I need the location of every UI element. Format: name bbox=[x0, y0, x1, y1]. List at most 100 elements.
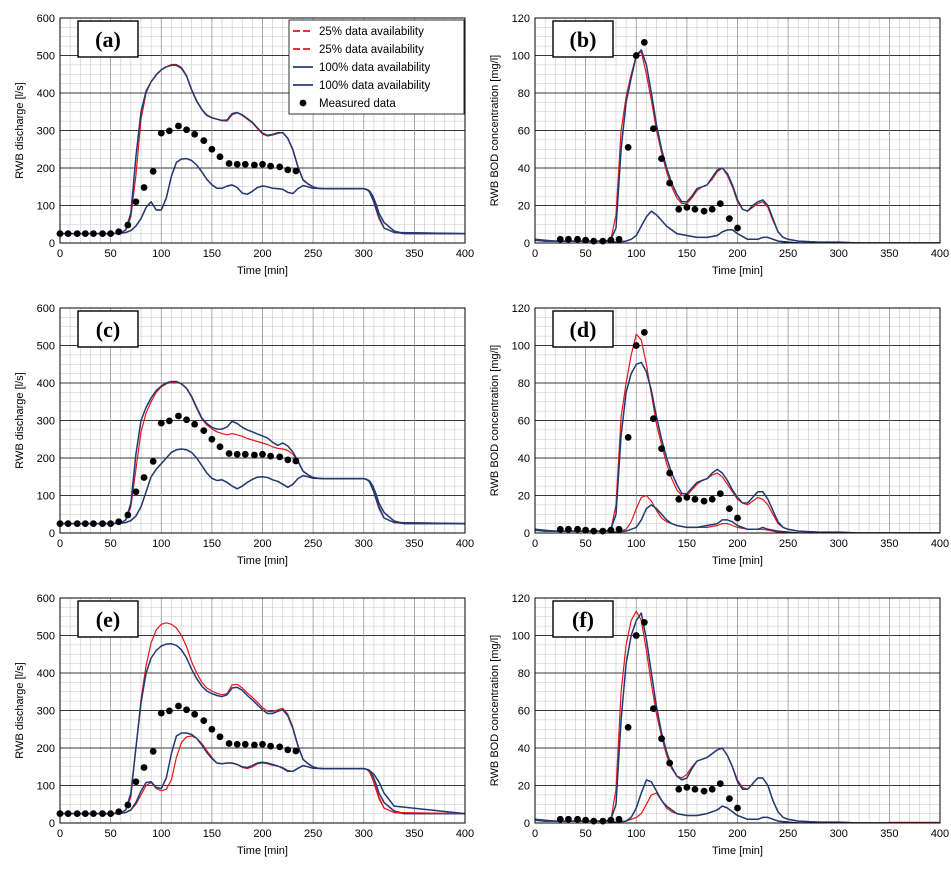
measured-data-point bbox=[640, 38, 648, 46]
x-axis-label: Time [min] bbox=[712, 845, 763, 857]
measured-data-point bbox=[582, 816, 590, 824]
panel-label-box bbox=[77, 600, 139, 638]
x-tick-label: 150 bbox=[678, 538, 696, 550]
legend-label: 25% data availability bbox=[319, 26, 424, 38]
x-tick-label: 300 bbox=[830, 828, 848, 840]
measured-data-point bbox=[99, 810, 106, 818]
y-axis-label: RWB discharge [l/s] bbox=[14, 372, 26, 468]
measured-data-point bbox=[556, 235, 564, 243]
measured-data-point bbox=[73, 230, 81, 238]
x-tick-label: 200 bbox=[253, 828, 271, 840]
measured-data-point bbox=[73, 810, 81, 818]
measured-data-point bbox=[284, 746, 292, 754]
measured-data-point bbox=[107, 230, 115, 238]
y-tick-label: 400 bbox=[37, 378, 55, 390]
x-tick-label: 200 bbox=[728, 248, 746, 260]
x-axis-label: Time [min] bbox=[237, 265, 288, 277]
y-tick-label: 40 bbox=[518, 453, 530, 465]
x-tick-label: 250 bbox=[779, 538, 797, 550]
x-tick-label: 400 bbox=[456, 248, 474, 260]
series-line-3 bbox=[60, 157, 465, 235]
y-tick-label: 300 bbox=[37, 416, 55, 428]
measured-data-point bbox=[267, 742, 274, 750]
y-tick-label: 100 bbox=[37, 491, 55, 503]
measured-data-point bbox=[259, 160, 266, 168]
measured-data-point bbox=[691, 785, 699, 793]
measured-data-point bbox=[90, 230, 97, 238]
y-tick-label: 20 bbox=[518, 201, 530, 213]
series-line-3 bbox=[60, 732, 465, 815]
x-tick-label: 50 bbox=[105, 828, 117, 840]
measured-data-point bbox=[565, 525, 572, 533]
plot-border bbox=[59, 17, 466, 244]
y-tick-label: 60 bbox=[518, 706, 530, 718]
measured-data-point bbox=[632, 632, 640, 639]
x-tick-label: 150 bbox=[203, 828, 221, 840]
y-tick-label: 20 bbox=[518, 491, 530, 503]
y-tick-label: 200 bbox=[37, 163, 55, 175]
measured-data-point bbox=[726, 505, 733, 513]
measured-data-point bbox=[165, 417, 173, 425]
plot-border bbox=[59, 307, 466, 534]
measured-data-point bbox=[292, 457, 300, 465]
x-tick-label: 150 bbox=[678, 248, 696, 260]
x-tick-label: 250 bbox=[304, 828, 322, 840]
measured-data-point bbox=[675, 785, 683, 793]
y-tick-label: 100 bbox=[512, 51, 530, 63]
measured-data-point bbox=[233, 740, 241, 748]
x-tick-label: 50 bbox=[105, 538, 117, 550]
measured-data-point bbox=[81, 810, 89, 818]
measured-data-point bbox=[276, 163, 284, 171]
measured-data-point bbox=[691, 205, 699, 213]
y-tick-label: 60 bbox=[518, 416, 530, 428]
measured-data-point bbox=[191, 130, 199, 138]
measured-data-point bbox=[632, 52, 640, 59]
measured-data-point bbox=[658, 445, 665, 453]
measured-data-point bbox=[90, 810, 97, 818]
x-axis-label: Time [min] bbox=[712, 555, 763, 567]
measured-data-point bbox=[607, 526, 615, 534]
x-tick-label: 350 bbox=[880, 538, 898, 550]
panel-label: (a) bbox=[95, 27, 121, 52]
measured-data-point bbox=[599, 817, 607, 825]
y-tick-label: 500 bbox=[37, 341, 55, 353]
measured-data-point bbox=[708, 495, 716, 503]
y-tick-label: 100 bbox=[37, 781, 55, 793]
measured-data-point bbox=[175, 702, 182, 710]
series-line-1 bbox=[60, 643, 465, 815]
measured-data-point bbox=[624, 723, 632, 731]
measured-data-point bbox=[650, 705, 657, 713]
x-tick-label: 300 bbox=[355, 828, 373, 840]
legend-label: 25% data availability bbox=[319, 44, 424, 56]
measured-data-point bbox=[675, 495, 683, 503]
measured-data-point bbox=[191, 420, 199, 428]
measured-data-point bbox=[241, 450, 249, 458]
plot-border bbox=[59, 597, 466, 824]
measured-data-point bbox=[140, 474, 148, 481]
measured-data-point bbox=[251, 161, 258, 169]
y-tick-label: 200 bbox=[37, 453, 55, 465]
measured-data-points bbox=[556, 618, 741, 825]
x-tick-label: 50 bbox=[580, 828, 592, 840]
panel-b: 0 50 100 150 200 250 300 350 400 0 20 40 60 80 100 120 T… bbox=[489, 13, 949, 277]
x-axis-label: Time [min] bbox=[237, 555, 288, 567]
measured-data-point bbox=[666, 469, 674, 477]
plot-border bbox=[534, 17, 941, 244]
x-tick-label: 50 bbox=[580, 248, 592, 260]
measured-data-point bbox=[183, 416, 190, 424]
measured-data-point bbox=[64, 810, 72, 818]
series-lines bbox=[60, 63, 465, 235]
measured-data-point bbox=[574, 235, 581, 243]
measured-data-point bbox=[565, 235, 572, 243]
y-tick-label: 100 bbox=[37, 201, 55, 213]
y-tick-label: 120 bbox=[512, 13, 530, 25]
measured-data-point bbox=[640, 328, 648, 336]
measured-data-point bbox=[225, 450, 233, 457]
y-tick-label: 120 bbox=[512, 593, 530, 605]
measured-data-point bbox=[233, 160, 241, 168]
x-tick-label: 0 bbox=[532, 828, 538, 840]
measured-data-point bbox=[200, 427, 208, 435]
y-tick-label: 200 bbox=[37, 743, 55, 755]
y-tick-label: 80 bbox=[518, 88, 530, 100]
measured-data-point bbox=[81, 520, 89, 528]
